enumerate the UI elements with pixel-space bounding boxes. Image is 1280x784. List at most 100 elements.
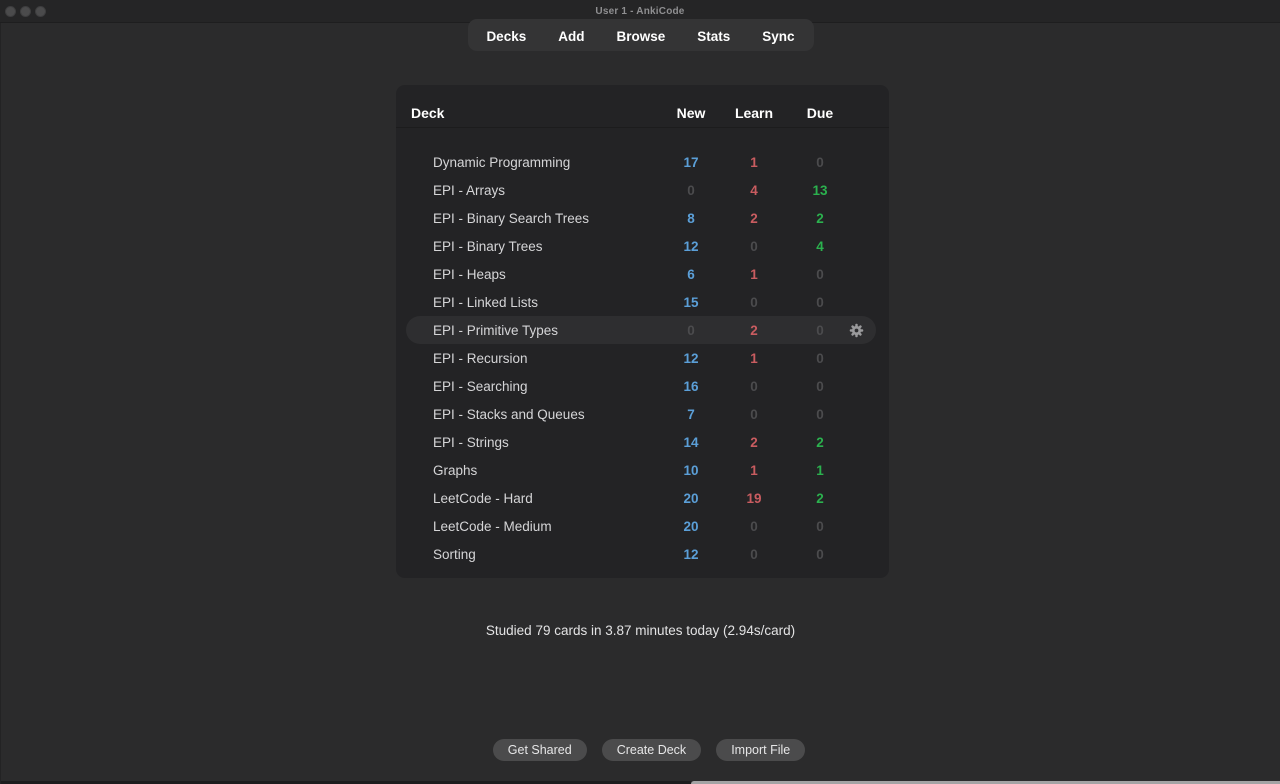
new-count: 16 xyxy=(683,378,699,394)
deck-row-graphs[interactable]: Graphs 10 1 1 xyxy=(406,456,876,484)
deck-options-slot xyxy=(846,323,866,338)
learn-count: 0 xyxy=(750,546,758,562)
deck-row-epi-recursion[interactable]: EPI - Recursion 12 1 0 xyxy=(406,344,876,372)
learn-count: 0 xyxy=(750,294,758,310)
deck-row-dynamic-programming[interactable]: Dynamic Programming 17 1 0 xyxy=(406,148,876,176)
new-count: 20 xyxy=(683,518,699,534)
deck-row-sorting[interactable]: Sorting 12 0 0 xyxy=(406,540,876,568)
main-toolbar: Decks Add Browse Stats Sync xyxy=(467,19,814,51)
learn-count: 0 xyxy=(750,238,758,254)
import-file-button[interactable]: Import File xyxy=(716,739,806,761)
deck-name[interactable]: EPI - Linked Lists xyxy=(433,294,539,310)
deck-name[interactable]: LeetCode - Medium xyxy=(433,518,552,534)
deck-row-epi-binary-trees[interactable]: EPI - Binary Trees 12 0 4 xyxy=(406,232,876,260)
learn-count: 0 xyxy=(750,378,758,394)
deck-rows: Dynamic Programming 17 1 0 EPI - Arrays … xyxy=(396,148,889,568)
deck-row-epi-searching[interactable]: EPI - Searching 16 0 0 xyxy=(406,372,876,400)
due-count: 2 xyxy=(816,434,824,450)
deck-name[interactable]: EPI - Heaps xyxy=(433,266,506,282)
new-count: 12 xyxy=(683,350,699,366)
deck-table-header: Deck New Learn Due xyxy=(396,85,889,128)
nav-button-add[interactable]: Add xyxy=(542,25,600,48)
learn-count: 1 xyxy=(750,266,758,282)
due-count: 0 xyxy=(816,518,824,534)
deck-name[interactable]: EPI - Stacks and Queues xyxy=(433,406,585,422)
new-count: 6 xyxy=(687,266,695,282)
background-window-edge xyxy=(691,781,1280,784)
deck-name[interactable]: Dynamic Programming xyxy=(433,154,571,170)
minimize-icon[interactable] xyxy=(20,5,31,17)
learn-count: 1 xyxy=(750,462,758,478)
new-count: 17 xyxy=(683,154,699,170)
get-shared-button[interactable]: Get Shared xyxy=(492,739,587,761)
deck-row-epi-primitive-types[interactable]: EPI - Primitive Types 0 2 0 xyxy=(406,316,876,344)
learn-count: 0 xyxy=(750,406,758,422)
close-icon[interactable] xyxy=(5,5,16,17)
deck-name[interactable]: EPI - Strings xyxy=(433,434,509,450)
deck-name[interactable]: EPI - Binary Trees xyxy=(433,238,543,254)
new-count: 7 xyxy=(687,406,695,422)
due-count: 13 xyxy=(812,182,828,198)
bottom-edge-dark xyxy=(1,781,691,784)
deck-row-leetcode-hard[interactable]: LeetCode - Hard 20 19 2 xyxy=(406,484,876,512)
create-deck-button[interactable]: Create Deck xyxy=(601,739,702,761)
due-count: 2 xyxy=(816,210,824,226)
deck-name[interactable]: EPI - Recursion xyxy=(433,350,528,366)
due-count: 0 xyxy=(816,406,824,422)
deck-row-epi-stacks-and-queues[interactable]: EPI - Stacks and Queues 7 0 0 xyxy=(406,400,876,428)
deck-row-epi-strings[interactable]: EPI - Strings 14 2 2 xyxy=(406,428,876,456)
deck-name[interactable]: EPI - Arrays xyxy=(433,182,506,198)
new-count: 12 xyxy=(683,546,699,562)
gear-icon[interactable] xyxy=(849,323,864,338)
due-count: 0 xyxy=(816,294,824,310)
deck-name[interactable]: Sorting xyxy=(433,546,476,562)
new-count: 14 xyxy=(683,434,699,450)
zoom-icon[interactable] xyxy=(35,5,46,17)
due-count: 0 xyxy=(816,350,824,366)
deck-name[interactable]: LeetCode - Hard xyxy=(433,490,533,506)
nav-button-sync[interactable]: Sync xyxy=(746,25,810,48)
new-count: 12 xyxy=(683,238,699,254)
new-count: 0 xyxy=(687,182,695,198)
deck-row-leetcode-medium[interactable]: LeetCode - Medium 20 0 0 xyxy=(406,512,876,540)
column-header-deck: Deck xyxy=(411,105,445,121)
new-count: 0 xyxy=(687,322,695,338)
deck-row-epi-binary-search-trees[interactable]: EPI - Binary Search Trees 8 2 2 xyxy=(406,204,876,232)
due-count: 2 xyxy=(816,490,824,506)
learn-count: 2 xyxy=(750,322,758,338)
deck-name[interactable]: Graphs xyxy=(433,462,478,478)
deck-name[interactable]: EPI - Searching xyxy=(433,378,528,394)
deck-name[interactable]: EPI - Binary Search Trees xyxy=(433,210,590,226)
due-count: 1 xyxy=(816,462,824,478)
new-count: 20 xyxy=(683,490,699,506)
learn-count: 1 xyxy=(750,154,758,170)
nav-button-stats[interactable]: Stats xyxy=(681,25,746,48)
due-count: 0 xyxy=(816,154,824,170)
deck-name[interactable]: EPI - Primitive Types xyxy=(433,322,559,338)
column-header-learn: Learn xyxy=(734,105,774,121)
learn-count: 0 xyxy=(750,518,758,534)
deck-row-epi-linked-lists[interactable]: EPI - Linked Lists 15 0 0 xyxy=(406,288,876,316)
due-count: 4 xyxy=(816,238,824,254)
footer-buttons: Get Shared Create Deck Import File xyxy=(1,739,1280,761)
due-count: 0 xyxy=(816,266,824,282)
nav-button-browse[interactable]: Browse xyxy=(600,25,681,48)
deck-table-card: Deck New Learn Due Dynamic Programming 1… xyxy=(396,85,889,578)
window-title: User 1 - AnkiCode xyxy=(595,5,685,17)
column-header-new: New xyxy=(676,105,706,121)
new-count: 8 xyxy=(687,210,695,226)
deck-row-epi-heaps[interactable]: EPI - Heaps 6 1 0 xyxy=(406,260,876,288)
main-area: Decks Add Browse Stats Sync Deck New Learn D… xyxy=(0,19,1280,784)
study-stats-line: Studied 79 cards in 3.87 minutes today (… xyxy=(485,623,796,638)
learn-count: 4 xyxy=(750,182,758,198)
learn-count: 19 xyxy=(746,490,762,506)
nav-button-decks[interactable]: Decks xyxy=(470,25,542,48)
due-count: 0 xyxy=(816,322,824,338)
learn-count: 1 xyxy=(750,350,758,366)
deck-row-epi-arrays[interactable]: EPI - Arrays 0 4 13 xyxy=(406,176,876,204)
learn-count: 2 xyxy=(750,210,758,226)
new-count: 10 xyxy=(683,462,699,478)
learn-count: 2 xyxy=(750,434,758,450)
due-count: 0 xyxy=(816,546,824,562)
traffic-lights xyxy=(5,0,46,22)
